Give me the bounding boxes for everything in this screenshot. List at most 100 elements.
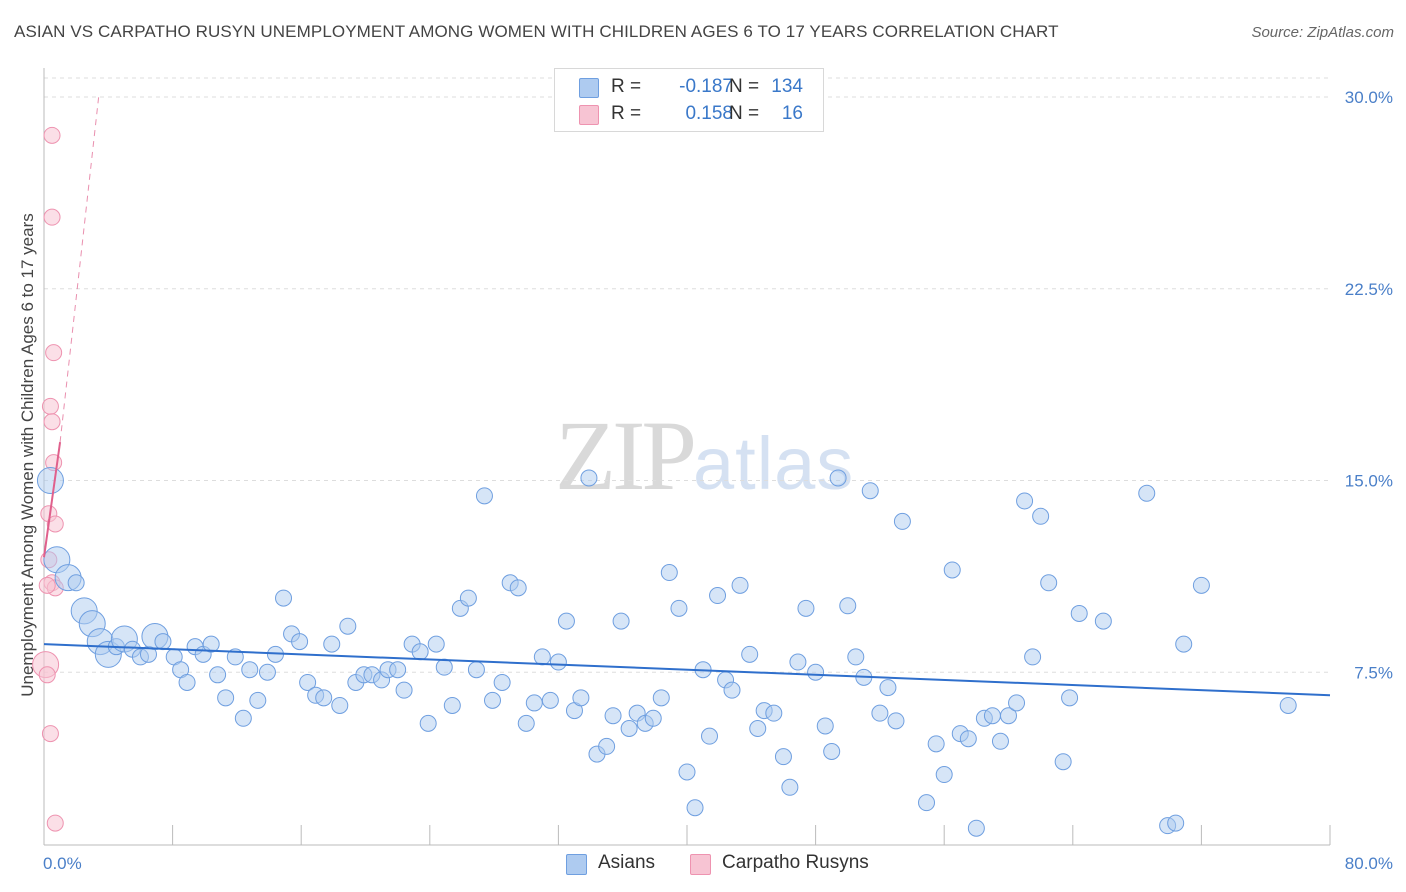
asian-point [1000,707,1017,725]
asian-point [918,794,936,812]
asian-point [36,467,64,494]
asian-point [443,696,461,714]
carpatho-points [32,126,64,832]
asian-point [315,689,333,707]
asian-point [1054,753,1072,771]
asian-point [670,599,688,617]
asian-point [258,663,276,681]
asian-point [887,712,905,730]
legend-swatch-carpatho [579,105,599,125]
asian-point [893,512,911,530]
asian-point [467,661,485,679]
carpatho-trend-line [43,442,62,558]
y-tick-label: 22.5% [1345,280,1393,299]
asian-points [36,467,1297,837]
asian-point [943,561,961,579]
carpatho-point [38,666,56,684]
legend-r-label: R = [611,103,642,124]
watermark: ZIPatlas [555,398,854,513]
carpatho-trend-extension [59,96,100,443]
asian-point [217,689,235,707]
asian-point [879,679,897,697]
asian-point [427,635,445,653]
asian-point [226,648,244,666]
asian-point [829,469,847,487]
asian-point [241,661,259,679]
chart-title: ASIAN VS CARPATHO RUSYN UNEMPLOYMENT AMO… [14,22,1059,41]
asian-point [644,709,662,727]
asian-point [1138,484,1156,502]
x-tick-label: 0.0% [43,854,82,873]
asian-point [991,732,1009,750]
asian-point [580,469,598,487]
asian-point [209,666,227,684]
asian-point [525,694,543,712]
asian-point [935,766,953,784]
asian-point [509,579,527,597]
legend-swatch-asians [579,78,599,98]
carpatho-point [45,344,63,362]
asian-point [967,819,985,837]
asian-point [395,681,413,699]
legend-n-label: N = [729,103,760,124]
asian-point [983,707,1001,725]
legend-n-value: 134 [771,76,803,97]
asian-point [871,704,889,722]
asian-point [1016,492,1034,510]
asian-point [861,482,879,500]
asian-point [323,635,341,653]
source-label: Source: ZipAtlas.com [1251,24,1394,41]
carpatho-point [41,725,59,743]
carpatho-point [38,576,56,594]
asian-point [723,681,741,699]
asian-point [1070,604,1088,622]
legend-r-value: -0.187 [679,76,733,97]
asian-point [483,691,501,709]
carpatho-point [41,397,59,415]
asian-point [459,589,477,607]
asian-point [419,714,437,732]
asian-point [789,653,807,671]
asian-point [202,635,220,653]
bottom-legend-swatch-asians [566,854,587,875]
tick-labels: 7.5% 15.0% 22.5% 30.0% 0.0% 80.0% [43,88,1393,873]
asian-point [1008,694,1026,712]
asian-point [1040,574,1058,592]
asian-trend-line [43,643,1331,697]
carpatho-point [46,814,64,832]
asian-point [927,735,945,753]
grid-lines [44,77,1330,673]
asian-point [959,730,977,748]
asian-point [765,704,783,722]
asian-point [411,643,429,661]
asian-point [541,691,559,709]
legend-r-value: 0.158 [685,103,733,124]
asian-point [1175,635,1193,653]
y-tick-label: 15.0% [1345,472,1393,491]
asian-point [249,691,267,709]
asian-point [1061,689,1079,707]
asian-point [604,707,622,725]
asian-point [652,689,670,707]
asian-point [839,597,857,615]
asian-point [781,778,799,796]
asian-point [847,648,865,666]
asian-point [598,737,616,755]
asian-point [797,599,815,617]
x-tick-label: 80.0% [1345,854,1393,873]
asian-point [774,748,792,766]
asian-point [709,587,727,605]
asian-point [67,574,85,592]
asian-point [1032,507,1050,525]
legend-r-label: R = [611,76,642,97]
asian-point [389,661,407,679]
asian-point [339,617,357,635]
asian-point [731,576,749,594]
bottom-legend-swatch-carpatho [690,854,711,875]
carpatho-point [43,208,61,226]
watermark-zip: ZIP [555,400,697,511]
legend-n-value: 16 [781,103,803,124]
asian-point [660,564,678,582]
carpatho-point [43,126,61,144]
